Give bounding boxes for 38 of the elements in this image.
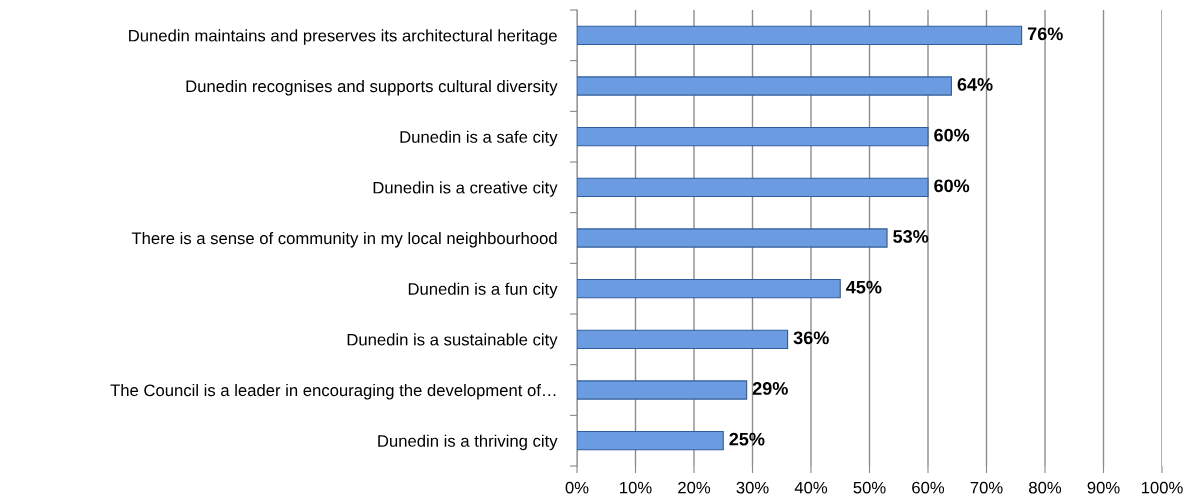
y-tick-label: There is a sense of community in my local neighbourhood	[131, 231, 557, 248]
data-label: 53%	[893, 230, 929, 243]
data-label: 76%	[1027, 27, 1063, 41]
bar	[577, 76, 952, 96]
x-tick-label: 80%	[1029, 481, 1062, 494]
x-tick-label: 30%	[736, 481, 769, 494]
y-tick-label: The Council is a leader in encouraging the development of…	[110, 383, 556, 400]
y-tick-label: Dunedin recognises and supports cultural diversity	[186, 79, 558, 96]
bar	[577, 177, 929, 198]
data-label: 45%	[846, 280, 882, 294]
bar	[577, 228, 888, 248]
bar	[577, 278, 841, 299]
bar	[577, 380, 748, 400]
x-tick-label: 10%	[620, 481, 652, 494]
x-tick-label: 40%	[794, 481, 828, 494]
data-label: 29%	[752, 382, 788, 395]
x-tick-label: 70%	[970, 481, 1003, 494]
bar	[577, 430, 724, 451]
data-label: 60%	[934, 179, 970, 193]
y-tick-label: Dunedin is a creative city	[373, 181, 558, 197]
bar	[577, 126, 929, 147]
x-tick-label: 20%	[678, 481, 711, 494]
data-label: 25%	[729, 432, 765, 446]
y-tick-label: Dunedin is a safe city	[400, 130, 558, 147]
y-tick-label: Dunedin is a sustainable city	[347, 333, 558, 349]
x-tick-label: 0%	[565, 481, 589, 494]
x-tick-label: 90%	[1087, 481, 1120, 494]
bar	[577, 329, 789, 350]
data-label: 36%	[793, 331, 829, 345]
data-label: 64%	[957, 78, 993, 91]
data-label: 60%	[934, 128, 970, 142]
x-tick-label: 100%	[1141, 481, 1183, 494]
y-tick-label: Dunedin maintains and preserves its architectural heritage	[129, 29, 557, 45]
y-tick-label: Dunedin is a fun city	[408, 282, 558, 299]
bar	[577, 25, 1023, 46]
x-tick-label: 60%	[912, 481, 945, 494]
y-tick-label: Dunedin is a thriving city	[378, 434, 558, 451]
x-tick-label: 50%	[853, 481, 886, 494]
